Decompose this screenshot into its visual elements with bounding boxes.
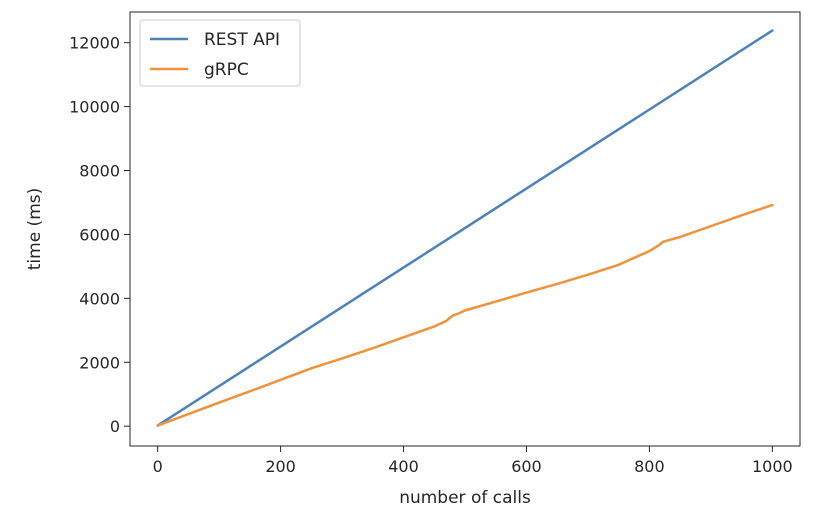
x-axis-label: number of calls bbox=[399, 488, 531, 508]
plot-frame bbox=[129, 11, 801, 447]
series-layer bbox=[156, 29, 774, 427]
y-tick-label: 2000 bbox=[79, 353, 120, 372]
y-tick-label: 8000 bbox=[79, 162, 120, 181]
legend-label-grpc: gRPC bbox=[204, 60, 249, 80]
y-axis-ticks: 0 2000 4000 6000 8000 10000 12000 bbox=[69, 34, 130, 436]
x-tick-label: 0 bbox=[153, 457, 163, 476]
series-line-grpc bbox=[156, 203, 774, 427]
axes-layer bbox=[129, 11, 801, 447]
x-tick-label: 1000 bbox=[752, 457, 793, 476]
series-line-rest-api bbox=[156, 29, 774, 427]
y-tick-label: 4000 bbox=[79, 289, 120, 308]
legend: REST API gRPC bbox=[139, 19, 301, 87]
x-tick-label: 600 bbox=[511, 457, 542, 476]
x-axis-ticks: 0 200 400 600 800 1000 bbox=[153, 446, 793, 476]
y-tick-label: 12000 bbox=[69, 34, 120, 53]
y-tick-label: 0 bbox=[110, 417, 120, 436]
x-tick-label: 400 bbox=[388, 457, 419, 476]
x-tick-label: 800 bbox=[634, 457, 665, 476]
y-tick-label: 6000 bbox=[79, 225, 120, 244]
x-tick-label: 200 bbox=[265, 457, 296, 476]
legend-label-rest-api: REST API bbox=[204, 30, 280, 50]
y-tick-label: 10000 bbox=[69, 98, 120, 117]
y-axis-label: time (ms) bbox=[25, 188, 45, 271]
